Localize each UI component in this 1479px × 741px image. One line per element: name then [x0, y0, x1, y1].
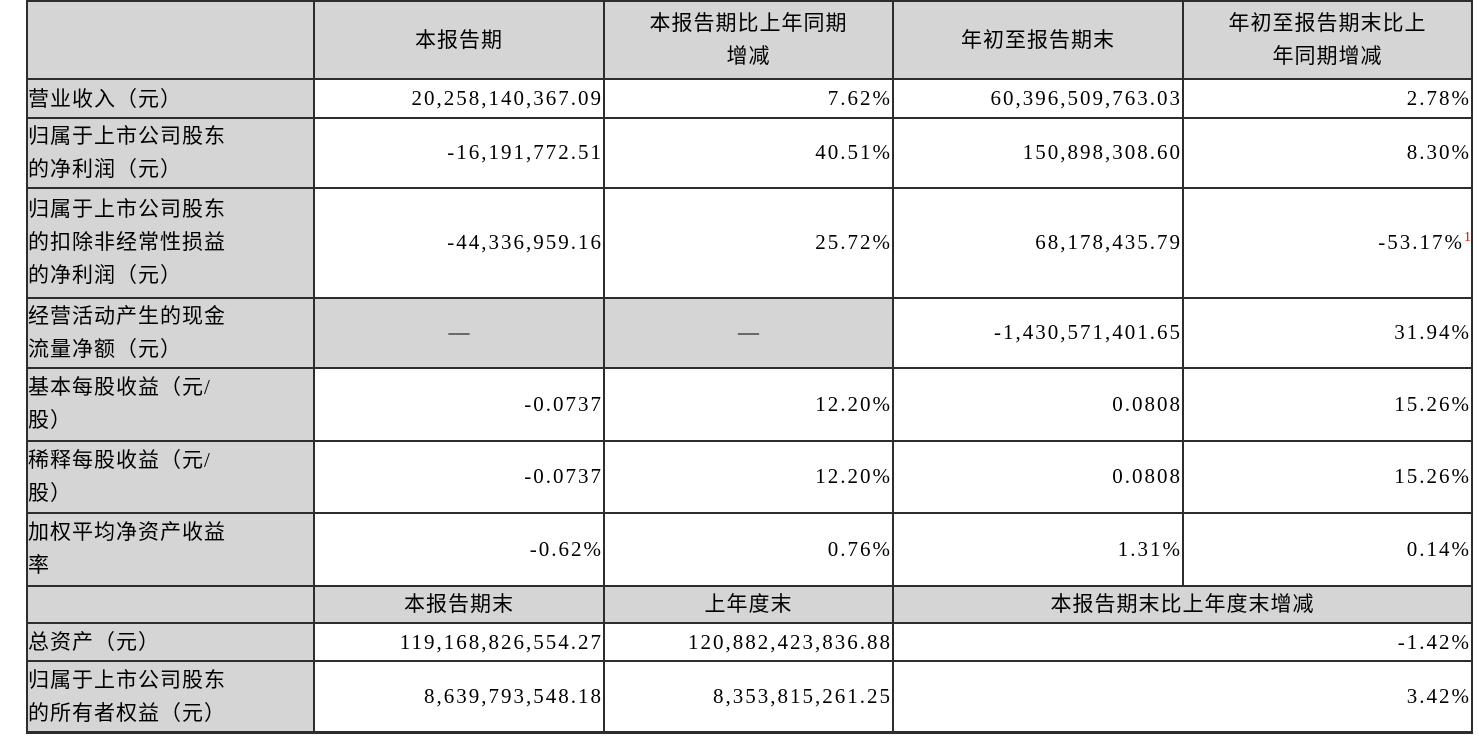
value-yoy-change: 7.62% [603, 78, 894, 119]
header-cell-period-end-change: 本报告期末比上年度末增减 [892, 584, 1473, 624]
value-yoy-change: 12.20% [603, 366, 894, 442]
row-label: 总资产（元） [26, 621, 315, 663]
value-ytd: 0.0808 [892, 366, 1184, 442]
value-yoy-change: 40.51% [603, 116, 894, 189]
value-ytd-yoy-change: 0.14% [1182, 511, 1473, 587]
value-period-end: 8,639,793,548.18 [313, 660, 605, 734]
row-label-text: 总资产（元） [28, 630, 160, 655]
value-ytd: 150,898,308.60 [892, 116, 1184, 189]
row-label: 基本每股收益（元/股） [26, 366, 315, 442]
value-yoy-change-na: — [603, 296, 894, 369]
header-cell-ytd-yoy: 年初至报告期末比上年同期增减 [1182, 0, 1473, 80]
row-label: 加权平均净资产收益率 [26, 511, 315, 587]
table-row-operating-revenue: 营业收入（元） 20,258,140,367.09 7.62% 60,396,5… [26, 78, 1473, 119]
header-cell-ytd: 年初至报告期末 [892, 0, 1184, 80]
row-label-text: 归属于上市公司股东的扣除非经常性损益的净利润（元） [28, 197, 226, 288]
header-cell-empty [26, 584, 315, 624]
table-header-row-1: 本报告期 本报告期比上年同期增减 年初至报告期末 年初至报告期末比上年同期增减 [26, 0, 1473, 80]
value-ytd: 60,396,509,763.03 [892, 78, 1184, 119]
row-label-text: 加权平均净资产收益率 [28, 520, 226, 578]
table-row-net-profit-excl-nonrecurring: 归属于上市公司股东的扣除非经常性损益的净利润（元） -44,336,959.16… [26, 186, 1473, 299]
row-label-text: 归属于上市公司股东的所有者权益（元） [28, 667, 226, 725]
row-label-text: 基本每股收益（元/股） [28, 375, 211, 433]
value-yoy-change: 0.76% [603, 511, 894, 587]
header-cell-current-period: 本报告期 [313, 0, 605, 80]
table-row-diluted-eps: 稀释每股收益（元/股） -0.0737 12.20% 0.0808 15.26% [26, 439, 1473, 514]
value-current: -0.0737 [313, 366, 605, 442]
header-cell-current-period-yoy: 本报告期比上年同期增减 [603, 0, 894, 80]
header-cell-empty [26, 0, 315, 80]
row-label-text: 稀释每股收益（元/股） [28, 447, 211, 505]
row-label: 经营活动产生的现金流量净额（元） [26, 296, 315, 369]
table-row-basic-eps: 基本每股收益（元/股） -0.0737 12.20% 0.0808 15.26% [26, 366, 1473, 442]
value-yoy-change: 12.20% [603, 439, 894, 514]
value-ytd-yoy-change: 2.78% [1182, 78, 1473, 119]
value-change: -1.42% [892, 621, 1473, 663]
value-current: -16,191,772.51 [313, 116, 605, 189]
table-row-total-assets: 总资产（元） 119,168,826,554.27 120,882,423,83… [26, 621, 1473, 663]
row-label: 归属于上市公司股东的净利润（元） [26, 116, 315, 189]
header-label: 年初至报告期末比上年同期增减 [1228, 11, 1427, 68]
row-label: 归属于上市公司股东的所有者权益（元） [26, 660, 315, 734]
row-label-text: 归属于上市公司股东的净利润（元） [28, 123, 226, 181]
financial-summary-table: 本报告期 本报告期比上年同期增减 年初至报告期末 年初至报告期末比上年同期增减 … [26, 0, 1473, 734]
header-cell-prev-year-end: 上年度末 [603, 584, 894, 624]
table-row-weighted-avg-roe: 加权平均净资产收益率 -0.62% 0.76% 1.31% 0.14% [26, 511, 1473, 587]
value-period-end: 119,168,826,554.27 [313, 621, 605, 663]
row-label: 营业收入（元） [26, 78, 315, 119]
table-row-owners-equity: 归属于上市公司股东的所有者权益（元） 8,639,793,548.18 8,35… [26, 660, 1473, 734]
header-label: 本报告期比上年同期增减 [649, 11, 848, 68]
header-label: 年初至报告期末 [961, 28, 1115, 53]
table-row-operating-cash-flow: 经营活动产生的现金流量净额（元） — — -1,430,571,401.65 3… [26, 296, 1473, 369]
row-label: 稀释每股收益（元/股） [26, 439, 315, 514]
value-ytd-yoy-change: 31.94% [1182, 296, 1473, 369]
row-label-text: 营业收入（元） [28, 86, 182, 111]
value-current-na: — [313, 296, 605, 369]
row-label: 归属于上市公司股东的扣除非经常性损益的净利润（元） [26, 186, 315, 299]
footnote-ref: 1 [1464, 230, 1471, 246]
row-label-text: 经营活动产生的现金流量净额（元） [28, 303, 226, 361]
header-label: 本报告期 [415, 28, 503, 53]
value-current: -0.62% [313, 511, 605, 587]
value-ytd: 1.31% [892, 511, 1184, 587]
value-ytd-yoy-change: 8.30% [1182, 116, 1473, 189]
value-ytd-yoy-change: 15.26% [1182, 439, 1473, 514]
value-current: -44,336,959.16 [313, 186, 605, 299]
table-row-net-profit: 归属于上市公司股东的净利润（元） -16,191,772.51 40.51% 1… [26, 116, 1473, 189]
header-cell-period-end: 本报告期末 [313, 584, 605, 624]
value-ytd-yoy-change: -53.17%1 [1182, 186, 1473, 299]
value-change: 3.42% [892, 660, 1473, 734]
value-current: -0.0737 [313, 439, 605, 514]
table-header-row-2: 本报告期末 上年度末 本报告期末比上年度末增减 [26, 584, 1473, 624]
value-text: -53.17% [1378, 230, 1464, 255]
value-ytd: 0.0808 [892, 439, 1184, 514]
value-ytd: 68,178,435.79 [892, 186, 1184, 299]
value-prev-year-end: 8,353,815,261.25 [603, 660, 894, 734]
value-prev-year-end: 120,882,423,836.88 [603, 621, 894, 663]
value-ytd: -1,430,571,401.65 [892, 296, 1184, 369]
value-current: 20,258,140,367.09 [313, 78, 605, 119]
value-ytd-yoy-change: 15.26% [1182, 366, 1473, 442]
value-yoy-change: 25.72% [603, 186, 894, 299]
